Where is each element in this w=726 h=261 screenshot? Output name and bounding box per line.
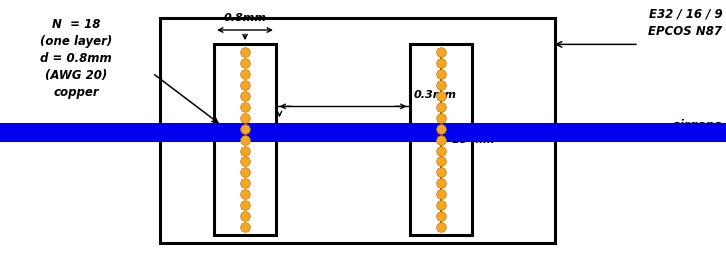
Point <box>436 127 447 131</box>
Point <box>436 72 447 76</box>
Text: 0.8mm: 0.8mm <box>224 14 266 23</box>
Point <box>436 116 447 120</box>
Point <box>436 94 447 98</box>
Text: 0.3mm: 0.3mm <box>414 90 457 100</box>
Point <box>240 61 251 65</box>
Text: 15 mm: 15 mm <box>452 135 494 145</box>
Text: E32 / 16 / 9
EPCOS N87: E32 / 16 / 9 EPCOS N87 <box>648 8 722 38</box>
Point <box>240 94 251 98</box>
Point <box>436 203 447 207</box>
Point <box>436 170 447 175</box>
Point <box>240 225 251 229</box>
Point <box>240 105 251 109</box>
Bar <box>410 44 472 235</box>
Point <box>436 225 447 229</box>
Point <box>436 138 447 142</box>
Point <box>436 105 447 109</box>
Point <box>436 50 447 54</box>
Point <box>240 170 251 175</box>
Point <box>436 192 447 196</box>
Point <box>240 127 251 131</box>
Point <box>240 72 251 76</box>
Point <box>240 203 251 207</box>
Point <box>240 50 251 54</box>
Point <box>436 149 447 153</box>
Point <box>436 214 447 218</box>
Point <box>240 116 251 120</box>
Point <box>240 159 251 164</box>
Point <box>240 214 251 218</box>
Text: N  = 18
(one layer)
d = 0.8mm
(AWG 20)
copper: N = 18 (one layer) d = 0.8mm (AWG 20) co… <box>40 18 113 99</box>
Point <box>240 138 251 142</box>
Bar <box>160 18 555 243</box>
Bar <box>0 123 726 142</box>
Point <box>240 181 251 185</box>
Point <box>240 83 251 87</box>
Point <box>436 61 447 65</box>
Point <box>240 192 251 196</box>
Bar <box>214 44 276 235</box>
Text: airgaps: airgaps <box>673 119 722 132</box>
Point <box>240 149 251 153</box>
Point <box>436 181 447 185</box>
Point <box>436 159 447 164</box>
Point <box>436 83 447 87</box>
